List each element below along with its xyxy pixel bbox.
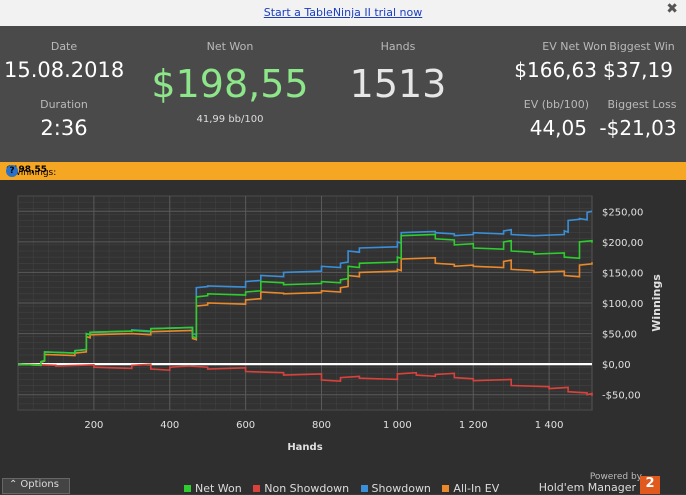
y-tick-label: $250,00 [602,207,643,218]
legend-label-showdown: Showdown [371,482,431,495]
date-value: 15.08.2018 [4,58,125,82]
ev-bb100-label: EV (bb/100) [523,98,589,111]
y-tick-label: $150,00 [602,268,643,279]
y-tick-label: $50,00 [602,330,637,341]
winnings-chart: -$50,00 $0,00 $50,00 $100,00 $150,00 $200,00 $… [17,195,663,453]
net-won-value: $198,55 [151,62,309,106]
y-tick-label: -$50,00 [602,391,641,402]
legend-swatch-all-in-ev [442,485,450,492]
chart-legend: Net Won Non Showdown Showdown All-In EV [176,482,499,495]
hands-label: Hands [380,40,416,53]
winnings-summary: Winnings: $198,55 [6,165,56,178]
ev-net-won-value: $166,63 [514,58,597,82]
biggest-loss-value: -$21,03 [599,116,677,140]
biggest-win-label: Biggest Win [609,40,675,53]
x-tick-label: 1 200 [459,420,488,431]
legend-swatch-net-won [184,485,191,492]
duration-label: Duration [40,98,88,111]
series-line-net-won [17,233,593,367]
powered-by-label: Powered by [589,472,642,482]
trial-banner: Start a TableNinja II trial now ✖ [0,0,686,26]
help-icon[interactable]: ? [6,165,18,177]
legend-label-net-won: Net Won [195,482,242,495]
x-axis-title: Hands [287,442,322,453]
legend-label-non-showdown: Non Showdown [264,482,350,495]
series-line-all-in-ev [17,256,593,367]
series-line-non-showdown [17,363,593,396]
biggest-loss-label: Biggest Loss [607,98,677,111]
hands-value: 1513 [349,62,447,106]
duration-value: 2:36 [40,116,88,140]
session-stats-panel: Date 15.08.2018 Duration 2:36 Net Won $1… [0,26,686,162]
y-axis-title: Winnings [650,274,663,332]
net-won-label: Net Won [206,40,254,53]
trial-link[interactable]: Start a TableNinja II trial now [263,6,423,19]
close-icon[interactable]: ✖ [666,1,678,17]
y-tick-label: $0,00 [602,360,631,371]
ev-net-won-label: EV Net Won [542,40,607,53]
options-button[interactable]: ⌃ Options [2,478,70,494]
winnings-header-bar: Winnings: $198,55 ? [0,162,686,180]
legend-swatch-showdown [360,485,368,492]
biggest-win-value: $37,19 [603,58,673,82]
legend-label-all-in-ev: All-In EV [453,482,500,495]
x-tick-label: 200 [84,420,103,431]
y-tick-label: $200,00 [602,238,643,249]
brand-logo-icon: 2 [640,476,660,494]
legend-item-net-won[interactable]: Net Won [176,482,242,495]
date-label: Date [50,40,78,53]
legend-item-showdown[interactable]: Showdown [353,482,431,495]
x-tick-label: 1 000 [383,420,412,431]
ev-bb100-value: 44,05 [529,116,587,140]
brand-name: Hold'em Manager [538,481,636,494]
winnings-chart-area: -$50,00 $0,00 $50,00 $100,00 $150,00 $200,00 $… [0,180,686,494]
legend-item-non-showdown[interactable]: Non Showdown [245,482,349,495]
y-tick-label: $100,00 [602,299,643,310]
chevron-up-icon: ⌃ [9,479,18,490]
x-tick-label: 800 [312,420,331,431]
winnings-label: Winnings: [12,168,57,178]
x-tick-label: 1 400 [535,420,564,431]
options-label: Options [20,479,59,490]
net-won-bb100: 41,99 bb/100 [196,114,264,125]
x-tick-label: 600 [236,420,255,431]
x-tick-label: 400 [160,420,179,431]
legend-item-all-in-ev[interactable]: All-In EV [434,482,499,495]
winnings-value: $198,55 [6,165,47,175]
legend-swatch-non-showdown [253,485,261,492]
